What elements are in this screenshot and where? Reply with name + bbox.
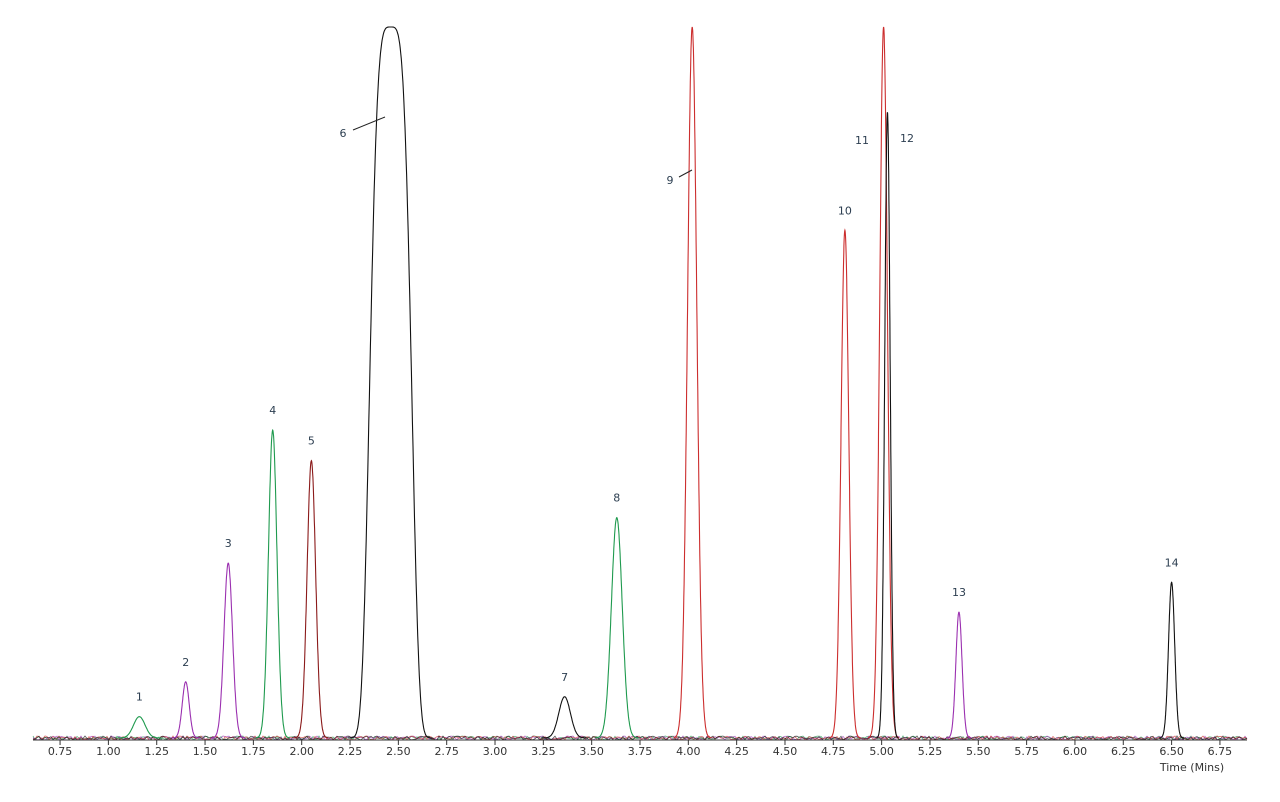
peak	[946, 611, 972, 739]
peak-label: 14	[1165, 556, 1179, 569]
x-tick-label: 3.00	[483, 745, 508, 758]
x-tick-label: 6.25	[1111, 745, 1136, 758]
peak-label: 9	[667, 174, 674, 187]
x-tick-label: 2.75	[434, 745, 459, 758]
x-tick-label: 5.75	[1014, 745, 1039, 758]
x-tick-label: 3.50	[579, 745, 604, 758]
peak	[541, 696, 588, 739]
peak-label: 4	[269, 404, 276, 417]
peak	[867, 26, 900, 739]
peak-label: 10	[838, 204, 852, 217]
x-tick-label: 4.00	[676, 745, 701, 758]
peak-label: 1	[136, 691, 143, 704]
x-tick-label: 1.25	[144, 745, 169, 758]
x-tick-label: 5.00	[869, 745, 894, 758]
leader-line	[678, 169, 693, 178]
peak	[171, 681, 200, 739]
x-tick-label: 1.50	[193, 745, 218, 758]
x-tick-label: 5.25	[918, 745, 943, 758]
peak	[595, 516, 639, 739]
peak-label: 12	[900, 132, 914, 145]
x-tick-label: 5.50	[966, 745, 991, 758]
x-tick-label: 3.75	[628, 745, 653, 758]
x-tick-label: 6.00	[1063, 745, 1088, 758]
x-tick-label: 4.50	[773, 745, 798, 758]
x-tick-label: 6.75	[1208, 745, 1233, 758]
peak-label: 2	[182, 656, 189, 669]
x-tick-label: 1.75	[241, 745, 266, 758]
peak	[829, 228, 861, 739]
leader-line	[352, 116, 386, 131]
peak	[211, 562, 246, 739]
peak	[876, 112, 899, 739]
x-tick-label: 4.25	[724, 745, 749, 758]
peak-label: 8	[613, 492, 620, 505]
peak-label: 7	[561, 671, 568, 684]
peak-label: 3	[225, 537, 232, 550]
peak	[1159, 581, 1184, 739]
x-tick-label: 2.50	[386, 745, 411, 758]
x-axis-title: Time (Mins)	[1159, 761, 1224, 774]
peak	[255, 428, 290, 739]
x-tick-label: 0.75	[48, 745, 73, 758]
peak-label: 13	[952, 586, 966, 599]
peak	[294, 459, 329, 739]
x-tick-label: 1.00	[96, 745, 121, 758]
x-tick-label: 4.75	[821, 745, 846, 758]
x-tick-label: 6.50	[1159, 745, 1184, 758]
peak	[116, 716, 163, 739]
x-tick-label: 2.00	[289, 745, 314, 758]
x-tick-label: 3.25	[531, 745, 556, 758]
peak	[348, 26, 434, 739]
peak-label: 5	[308, 435, 315, 448]
peak-label: 11	[855, 134, 869, 147]
peak-label: 6	[340, 127, 347, 140]
peak	[673, 26, 711, 739]
x-tick-label: 2.25	[338, 745, 363, 758]
baseline-noise	[32, 735, 1248, 741]
